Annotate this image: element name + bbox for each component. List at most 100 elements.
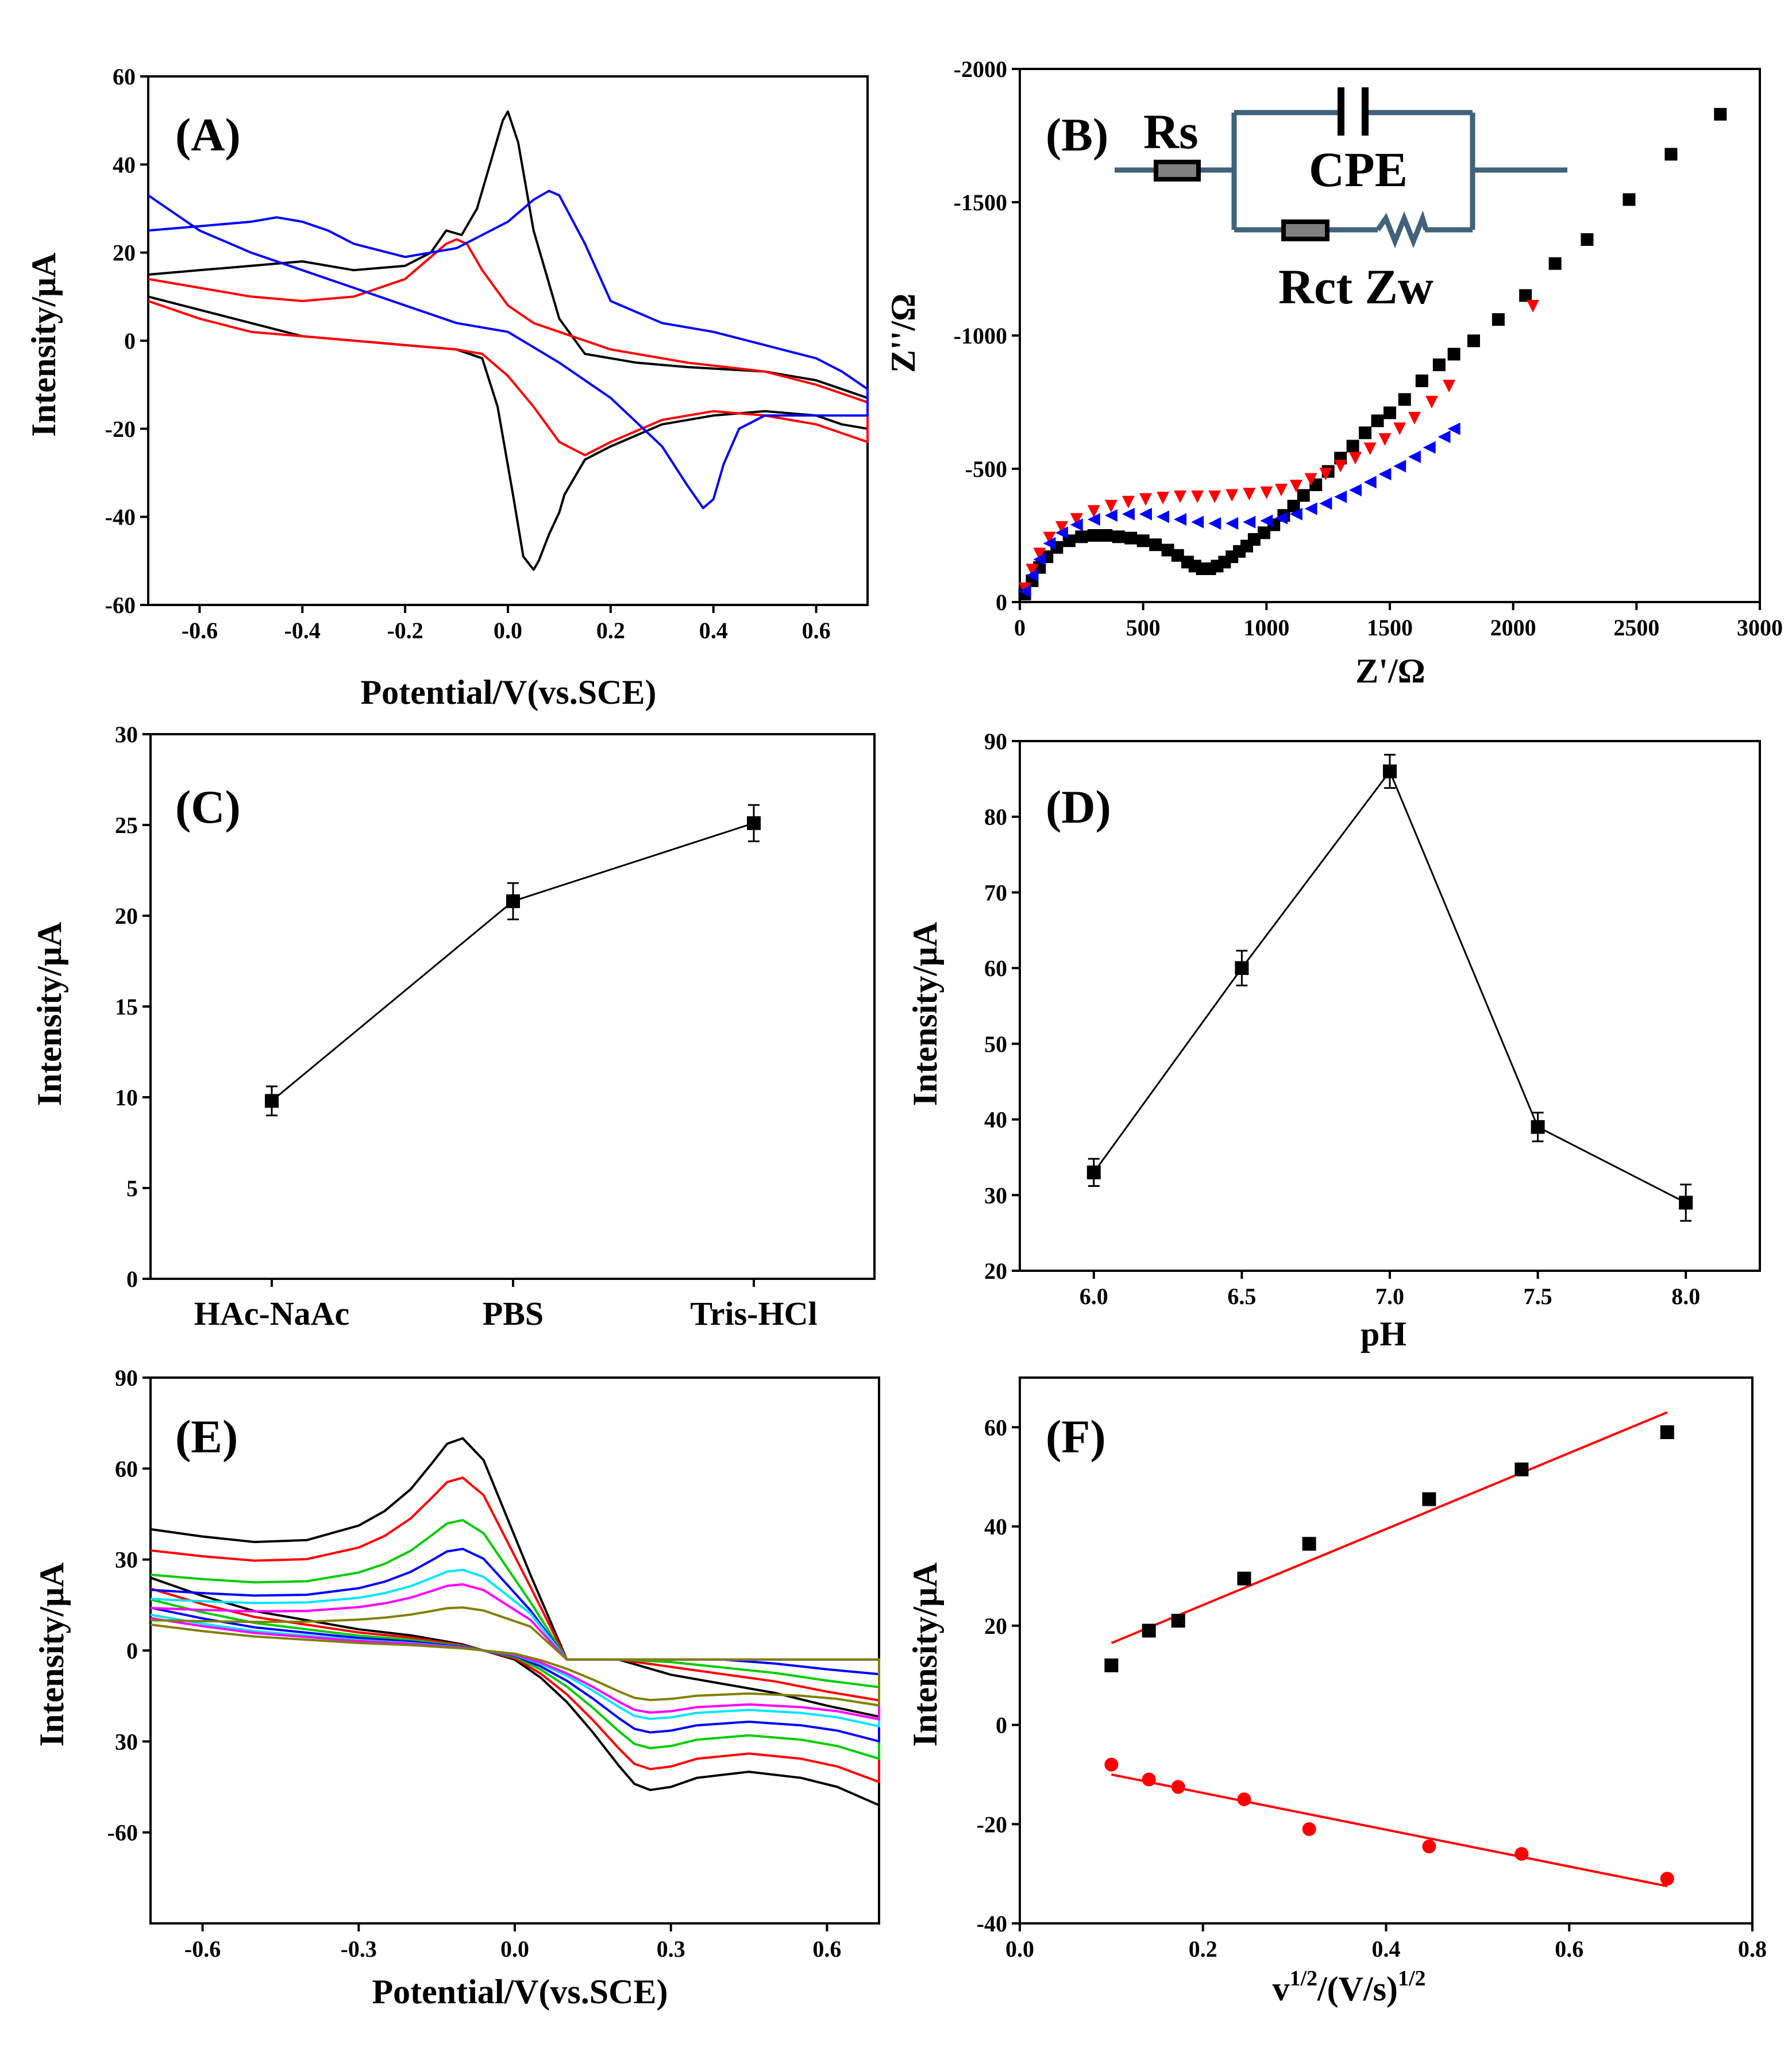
panel-d-y-tick-label: 70	[984, 880, 1007, 905]
panel-c-data-point	[265, 1094, 279, 1108]
panel-d-x-tick-label: 7.5	[1524, 1283, 1552, 1309]
panel-b-point-red-triangles	[1243, 488, 1256, 501]
panel-c-y-tick-label: 25	[115, 812, 138, 838]
panel-b-point-blue-triangles	[1208, 517, 1221, 530]
panel-f-point-anodic	[1237, 1571, 1251, 1586]
panel-b-point-blue-triangles	[1289, 507, 1302, 520]
panel-a-curve-blue	[147, 190, 869, 510]
panel-b-point-black-squares	[1297, 489, 1310, 502]
panel-a-x-tick-label: 0.4	[699, 618, 728, 643]
panel-a-x-tick-label: -0.2	[387, 618, 423, 643]
panel-f-y-tick-label: -20	[977, 1811, 1007, 1837]
panel-b-point-blue-triangles	[1122, 507, 1135, 520]
panel-b-point-blue-triangles	[1378, 468, 1392, 481]
panel-b-point-blue-triangles	[1055, 526, 1068, 539]
panel-b-point-red-triangles	[1443, 380, 1456, 393]
panel-d-y-axis-label: Intensity/μA	[906, 922, 944, 1106]
panel-b-point-blue-triangles	[1393, 460, 1406, 473]
panel-f-point-anodic	[1660, 1425, 1674, 1439]
panel-b-x-tick-label: 3000	[1737, 615, 1783, 641]
panel-b-point-red-triangles	[1033, 547, 1046, 561]
panel-f-point-cathodic	[1171, 1780, 1185, 1794]
panel-b-point-red-triangles	[1289, 480, 1302, 493]
panel-f-point-anodic	[1142, 1623, 1156, 1638]
panel-b-point-black-squares	[1623, 193, 1636, 206]
panel-c-category-label: PBS	[483, 1295, 544, 1332]
panel-d-y-tick-label: 40	[984, 1107, 1007, 1133]
panel-b-label: (B)	[1046, 109, 1108, 161]
panel-b-point-blue-triangles	[1191, 515, 1204, 529]
panel-b-point-red-triangles	[1122, 496, 1135, 508]
panel-e-x-tick-label: -0.6	[184, 1936, 221, 1962]
panel-c-y-tick-label: 10	[115, 1085, 138, 1110]
panel-b-point-black-squares	[1492, 313, 1505, 326]
panel-c-y-tick-label: 0	[126, 1266, 138, 1292]
panel-b-x-axis-label: Z'/Ω	[1355, 652, 1425, 690]
panel-f-y-axis-label: Intensity/μA	[906, 1563, 944, 1747]
panel-b-point-black-squares	[1467, 334, 1480, 348]
panel-d-data-point	[1086, 1165, 1101, 1179]
panel-b-point-black-squares	[1398, 393, 1411, 406]
panel-d-x-tick-label: 6.0	[1080, 1283, 1108, 1309]
panel-b-point-blue-triangles	[1243, 515, 1256, 529]
panel-a-y-tick-label: 20	[113, 240, 136, 266]
panel-b-point-black-squares	[1136, 534, 1150, 547]
panel-d-y-tick-label: 90	[984, 728, 1007, 754]
panel-d-y-tick-label: 30	[984, 1182, 1007, 1208]
panel-e-y-tick-label: 60	[115, 1456, 138, 1482]
panel-b-point-red-triangles	[1208, 490, 1221, 503]
panel-f-y-tick-label: 20	[984, 1613, 1007, 1639]
panel-b-x-tick-label: 2500	[1613, 615, 1659, 641]
panel-c-y-tick-label: 20	[115, 903, 138, 929]
panel-b-y-tick-label: -2000	[954, 56, 1007, 82]
panel-a-y-tick-label: -60	[105, 592, 136, 618]
rct-resistor-symbol	[1281, 219, 1329, 241]
panel-a-y-tick-label: 40	[113, 152, 136, 178]
panel-b-point-red-triangles	[1304, 473, 1317, 486]
panel-c-y-tick-label: 30	[115, 722, 138, 747]
panel-e-x-tick-label: 0.0	[500, 1936, 529, 1962]
panel-a-y-tick-label: 0	[124, 328, 136, 354]
panel-b-point-black-squares	[1112, 530, 1125, 543]
panel-c-buffer-comparison: (C) Intensity/μA 0 5 10 15 20 25 30 HAc-NaAc PBS…	[30, 722, 876, 1332]
panel-e-y-tick-label: 0	[126, 1638, 138, 1664]
panel-c-y-tick-label: 15	[115, 994, 138, 1020]
panel-c-label: (C)	[175, 781, 241, 833]
panel-b-point-black-squares	[1359, 426, 1372, 439]
panel-f-fit-line-anodic	[1111, 1411, 1668, 1644]
panel-d-x-tick-label: 6.5	[1227, 1283, 1256, 1309]
panel-b-point-black-squares	[1664, 148, 1678, 161]
panel-b-point-blue-triangles	[1104, 509, 1117, 522]
panel-c-category-label: Tris-HCl	[690, 1295, 817, 1332]
panel-f-y-tick-label: -40	[977, 1911, 1007, 1937]
panel-a-y-tick-label: 60	[113, 64, 136, 90]
panel-f-x-tick-label: 0.4	[1372, 1936, 1401, 1962]
panel-b-point-red-triangles	[1319, 468, 1332, 481]
panel-e-curve-olive	[150, 1606, 880, 1707]
panel-b-point-red-triangles	[1026, 564, 1039, 577]
panel-b-y-axis-label: Z''/Ω	[884, 294, 922, 373]
panel-f-x-tick-label: 0.0	[1005, 1936, 1034, 1962]
panel-a-x-tick-label: 0.0	[494, 618, 522, 643]
panel-e-scan-rate-voltammograms: (E) Potential/V(vs.SCE) Intensity/μA -0.…	[33, 1365, 880, 2011]
panel-b-point-red-triangles	[1393, 422, 1406, 435]
panel-b-point-red-triangles	[1104, 499, 1117, 512]
panel-b-x-tick-label: 500	[1126, 615, 1161, 641]
panel-b-point-red-triangles	[1260, 486, 1273, 499]
panel-e-y-tick-label: 30	[115, 1729, 138, 1754]
panel-b-point-black-squares	[1149, 538, 1162, 552]
panel-b-y-tick-label: -500	[965, 456, 1007, 482]
panel-b-point-black-squares	[1415, 374, 1428, 387]
panel-b-point-black-squares	[1075, 530, 1088, 543]
panel-b-x-tick-label: 1500	[1367, 615, 1413, 641]
panel-b-point-red-triangles	[1043, 531, 1056, 545]
panel-b-point-red-triangles	[1226, 489, 1239, 502]
panel-b-point-black-squares	[1519, 289, 1532, 302]
panel-b-point-blue-triangles	[1174, 513, 1187, 526]
panel-f-y-tick-label: 40	[984, 1514, 1007, 1540]
circuit-label-cpe: CPE	[1309, 142, 1408, 197]
panel-b-x-tick-label: 2000	[1490, 615, 1536, 641]
rs-resistor-symbol	[1154, 160, 1201, 182]
